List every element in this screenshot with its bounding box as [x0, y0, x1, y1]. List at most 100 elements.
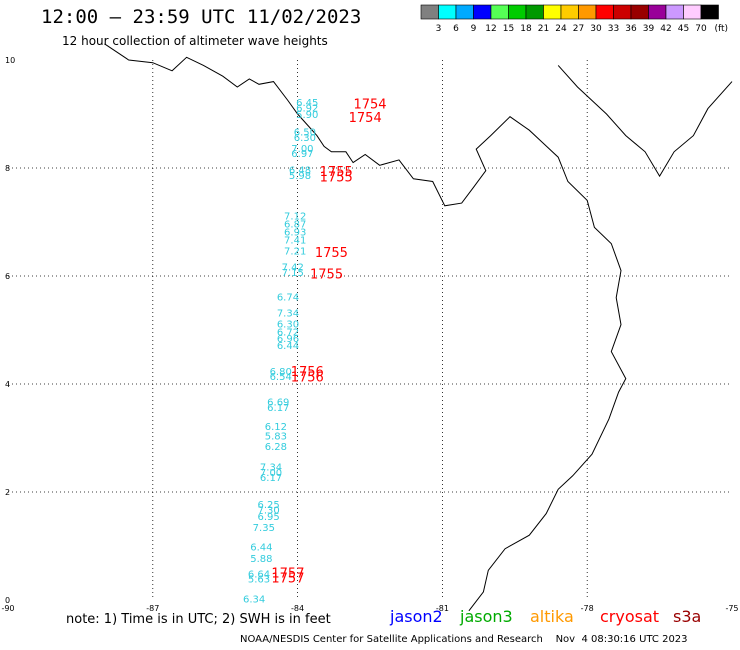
footer-credit: NOAA/NESDIS Center for Satellite Applica…	[240, 634, 688, 645]
lat-tick-label: 8	[5, 164, 10, 173]
swh-value: 7.15	[282, 268, 304, 279]
colorbar-swatch	[648, 4, 667, 20]
swh-value: 6.17	[260, 473, 282, 484]
swh-value: 7.00	[291, 144, 313, 155]
colorbar-swatch	[683, 4, 702, 20]
lat-tick-label: 4	[5, 380, 10, 389]
colorbar-label: 30	[590, 24, 602, 34]
swh-value: 6.30	[277, 319, 299, 330]
colorbar-label: 12	[485, 24, 496, 34]
map-subtitle: 12 hour collection of altimeter wave hei…	[62, 34, 328, 48]
time-value: 1755	[315, 246, 348, 261]
axis-ticks: -90 -87 -84 -81 -78 -75 0 2 4 6 8 10	[1, 56, 738, 613]
colorbar-label: 27	[573, 24, 584, 34]
colorbar-label: 18	[520, 24, 532, 34]
coastline-path	[104, 43, 627, 612]
coastline-path	[557, 65, 733, 178]
swh-value: 6.72	[277, 327, 299, 338]
swh-value: 6.30	[294, 133, 316, 144]
time-value: 1756	[291, 370, 324, 385]
colorbar-swatch	[420, 4, 439, 20]
colorbar-label: 3	[436, 24, 442, 34]
map-title: 12:00 – 23:59 UTC 11/02/2023	[41, 6, 362, 28]
swh-value: 5.63	[248, 575, 270, 586]
map-grid	[8, 60, 732, 600]
swh-value: 7.34	[277, 309, 299, 320]
swh-value: 7.21	[284, 246, 306, 257]
swh-value: 6.34	[243, 595, 265, 606]
swh-value: 6.92	[296, 103, 318, 114]
legend-cryosat: cryosat	[600, 607, 660, 626]
colorbar-label: 70	[695, 24, 707, 34]
swh-value: 6.25	[258, 500, 280, 511]
swh-value: 6.48	[289, 165, 311, 176]
lat-tick-label: 10	[5, 56, 15, 65]
colorbar-swatch	[543, 4, 562, 20]
swh-value: 7.30	[258, 506, 280, 517]
swh-value: 6.17	[267, 403, 289, 414]
colorbar-swatch	[508, 4, 527, 20]
colorbar-swatch	[595, 4, 614, 20]
colorbar-label: 45	[678, 24, 689, 34]
colorbar: 3 6 9 12 15 18 21 24 27 30 33 36 39 42 45 70 (ft)	[420, 4, 728, 34]
colorbar-unit: (ft)	[714, 24, 728, 34]
time-value: 1757	[271, 572, 304, 587]
lon-tick-label: -78	[581, 604, 594, 613]
time-value: 1755	[320, 165, 353, 180]
swh-value: 5.90	[296, 110, 318, 121]
legend-s3a: s3a	[673, 607, 702, 626]
colorbar-label: 36	[625, 24, 637, 34]
swh-value: 7.34	[260, 462, 282, 473]
time-value: 1755	[320, 171, 353, 186]
colorbar-swatch	[525, 4, 544, 20]
swh-value: 7.35	[253, 523, 275, 534]
coastline	[104, 43, 733, 612]
colorbar-swatch	[473, 4, 492, 20]
swh-value: 6.69	[267, 398, 289, 409]
lon-tick-label: -87	[146, 604, 159, 613]
swh-value: 6.12	[265, 422, 287, 433]
swh-value: 6.96	[277, 334, 299, 345]
swh-value: 6.95	[258, 512, 280, 523]
colorbar-swatch	[560, 4, 579, 20]
swh-value: 6.80	[270, 367, 292, 378]
footer-note: note: 1) Time is in UTC; 2) SWH is in fe…	[66, 612, 331, 627]
colorbar-label: 6	[453, 24, 459, 34]
swh-value: 7.42	[282, 263, 304, 274]
swh-value: 5.88	[250, 554, 272, 565]
colorbar-swatch	[630, 4, 649, 20]
legend-jason3: jason3	[460, 607, 513, 626]
legend-altika: altika	[530, 607, 574, 626]
swh-value: 7.12	[284, 211, 306, 222]
colorbar-label: 24	[555, 24, 567, 34]
time-value: 1757	[271, 566, 304, 581]
time-value: 1754	[349, 111, 382, 126]
legend-jason2: jason2	[390, 607, 443, 626]
colorbar-swatch	[665, 4, 684, 20]
swh-value: 7.00	[260, 468, 282, 479]
colorbar-swatch	[438, 4, 457, 20]
swh-value: 6.28	[265, 442, 287, 453]
swh-value: 5.98	[289, 171, 311, 182]
swh-value: 6.64	[248, 569, 270, 580]
colorbar-label: 39	[643, 24, 655, 34]
swh-value: 7.41	[284, 236, 306, 247]
swh-labels: 6.456.925.906.506.307.006.976.485.987.12…	[243, 98, 318, 606]
swh-value: 6.93	[284, 228, 306, 239]
colorbar-label: 9	[471, 24, 477, 34]
swh-value: 6.87	[284, 219, 306, 230]
time-value: 1756	[291, 365, 324, 380]
lat-tick-label: 2	[5, 488, 10, 497]
lon-tick-label: -90	[1, 604, 14, 613]
time-value: 1755	[310, 268, 343, 283]
lon-tick-label: -75	[725, 604, 738, 613]
colorbar-swatch	[490, 4, 509, 20]
colorbar-label: 21	[538, 24, 549, 34]
colorbar-label: 33	[608, 24, 619, 34]
lon-tick-label: -84	[291, 604, 304, 613]
swh-value: 6.54	[270, 372, 292, 383]
swh-value: 6.97	[291, 149, 313, 160]
lon-tick-label: -81	[436, 604, 449, 613]
swh-value: 6.44	[277, 341, 299, 352]
